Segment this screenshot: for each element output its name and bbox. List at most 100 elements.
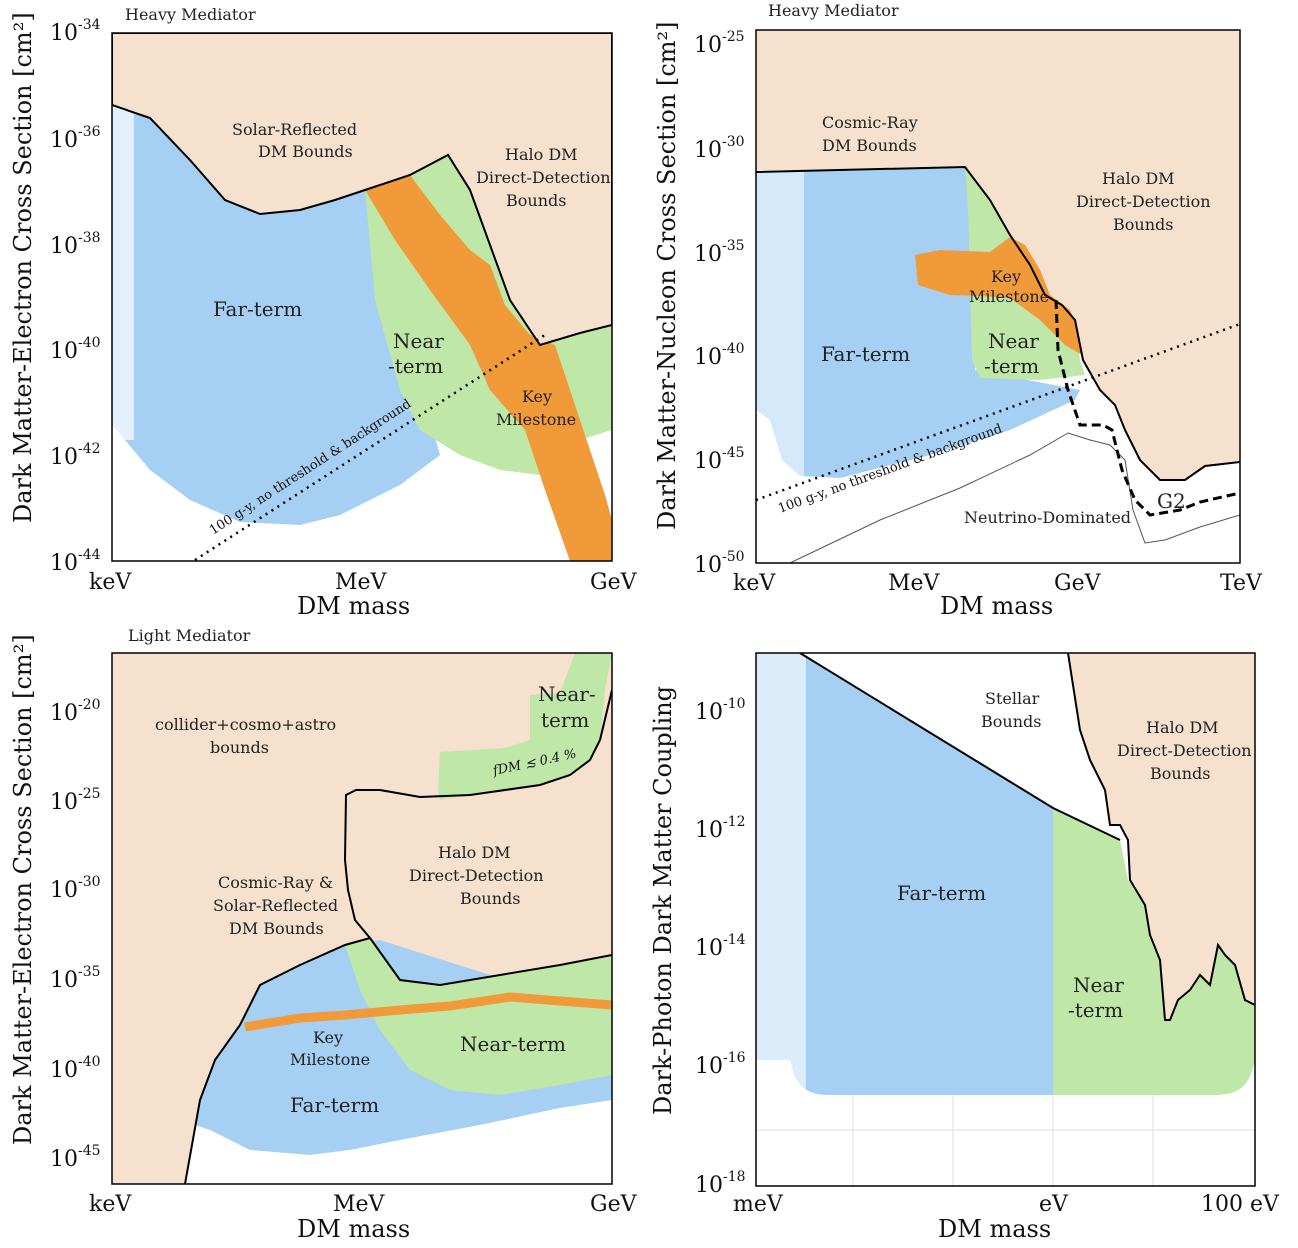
svg-text:10-40: 10-40 xyxy=(694,341,745,370)
label-far-term: Far-term xyxy=(897,881,986,905)
label-far-term: Far-term xyxy=(213,297,302,321)
panel3-title: Light Mediator xyxy=(128,626,251,645)
svg-text:GeV: GeV xyxy=(590,1192,638,1217)
label-halo-1: Halo DM xyxy=(438,843,511,862)
svg-text:10-35: 10-35 xyxy=(50,964,101,993)
label-key-2: Milestone xyxy=(290,1050,370,1069)
label-solar-2: DM Bounds xyxy=(258,142,353,161)
panel3-ylabel: Dark Matter-Electron Cross Section [cm²] xyxy=(9,634,37,1145)
panel4-ylabel: Dark-Photon Dark Matter Coupling xyxy=(649,686,677,1115)
panel2-x-ticks: keV MeV GeV TeV xyxy=(733,571,1263,596)
label-cr-1: Cosmic-Ray xyxy=(822,113,918,132)
g2-dashed-line xyxy=(1054,299,1240,517)
panel1-title: Heavy Mediator xyxy=(125,5,256,24)
svg-text:GeV: GeV xyxy=(1054,571,1102,596)
label-halo-2: Direct-Detection xyxy=(409,866,544,885)
label-halo-3: Bounds xyxy=(1150,764,1210,783)
near-term-region xyxy=(345,938,612,1095)
svg-text:100 eV: 100 eV xyxy=(1201,1192,1280,1217)
svg-text:10-40: 10-40 xyxy=(50,1054,101,1083)
stellar-halo-bound-region xyxy=(800,653,1255,1020)
label-cr-2: Solar-Reflected xyxy=(213,896,338,915)
panel-heavy-electron: Heavy Mediator Solar-Reflected DM Bounds… xyxy=(9,5,638,620)
panel2-title: Heavy Mediator xyxy=(768,1,899,20)
svg-text:10-40: 10-40 xyxy=(50,335,101,364)
label-halo-1: Halo DM xyxy=(1146,718,1219,737)
panel2-ylabel: Dark Matter-Nucleon Cross Section [cm²] xyxy=(653,22,681,531)
label-stellar-1: Stellar xyxy=(985,689,1040,708)
svg-text:10-30: 10-30 xyxy=(50,874,101,903)
svg-text:10-25: 10-25 xyxy=(50,786,101,815)
label-near-2: -term xyxy=(1068,998,1123,1022)
svg-text:10-45: 10-45 xyxy=(694,445,745,474)
svg-text:10-25: 10-25 xyxy=(694,29,745,58)
svg-text:10-18: 10-18 xyxy=(695,1169,746,1198)
svg-text:keV: keV xyxy=(733,571,776,596)
panel4-x-ticks: meV eV 100 eV xyxy=(733,1192,1280,1217)
exposure-line-100gy xyxy=(756,322,1240,502)
svg-text:10-12: 10-12 xyxy=(695,814,746,843)
label-halo-2: Direct-Detection xyxy=(1076,192,1211,211)
panel1-x-ticks: keV MeV GeV xyxy=(89,570,638,595)
far-term-fade xyxy=(112,100,134,440)
bound-edge xyxy=(756,165,1240,481)
far-term-fade xyxy=(756,653,806,1093)
svg-text:10-35: 10-35 xyxy=(694,238,745,267)
bound-edge-left xyxy=(184,937,371,1184)
label-near-2: -term xyxy=(388,354,443,378)
panel-dark-photon: Stellar Bounds Halo DM Direct-Detection … xyxy=(649,652,1280,1243)
label-halo-2: Direct-Detection xyxy=(476,168,611,187)
label-near-1: Near xyxy=(988,329,1039,353)
label-far-term: Far-term xyxy=(290,1093,379,1117)
svg-text:10-42: 10-42 xyxy=(50,441,101,470)
panel2-y-ticks: 10-25 10-30 10-35 10-40 10-45 10-50 xyxy=(694,29,745,578)
excluded-white-region xyxy=(185,1100,612,1184)
svg-text:MeV: MeV xyxy=(333,1192,386,1217)
svg-text:10-34: 10-34 xyxy=(50,17,101,46)
panel4-xlabel: DM mass xyxy=(938,1215,1051,1243)
svg-text:10-10: 10-10 xyxy=(695,696,746,725)
svg-text:10-38: 10-38 xyxy=(50,230,101,259)
label-neutrino: Neutrino-Dominated xyxy=(964,508,1131,527)
svg-text:10-14: 10-14 xyxy=(695,932,746,961)
label-col-1: collider+cosmo+astro xyxy=(155,715,336,734)
svg-text:10-36: 10-36 xyxy=(50,124,101,153)
far-term-region xyxy=(756,167,1080,478)
key-milestone-region xyxy=(915,237,1082,355)
label-halo-3: Bounds xyxy=(1113,215,1173,234)
label-halo-1: Halo DM xyxy=(1102,169,1175,188)
svg-text:GeV: GeV xyxy=(590,570,638,595)
halo-bound-outline xyxy=(343,689,612,939)
label-g2: G2 xyxy=(1157,489,1186,513)
label-key-1: Key xyxy=(313,1028,343,1047)
label-near-2: -term xyxy=(984,354,1039,378)
panel-heavy-nucleon: Heavy Mediator Cosmic-Ray DM Bounds Halo… xyxy=(653,1,1263,620)
key-milestone-band xyxy=(365,175,612,561)
label-halo-2: Direct-Detection xyxy=(1117,741,1252,760)
svg-text:10-50: 10-50 xyxy=(694,549,745,578)
far-term-fade xyxy=(756,170,804,480)
panel4-frame xyxy=(755,652,1256,1187)
label-halo-1: Halo DM xyxy=(505,145,578,164)
panel3-y-ticks: 10-20 10-25 10-30 10-35 10-40 10-45 xyxy=(50,697,101,1172)
panel4-y-ticks: 10-10 10-12 10-14 10-16 10-18 xyxy=(695,696,746,1198)
panel3-frame xyxy=(111,652,613,1185)
label-near-top-1: Near- xyxy=(538,682,596,706)
svg-text:MeV: MeV xyxy=(335,570,388,595)
label-near-top-2: term xyxy=(541,708,589,732)
label-solar-1: Solar-Reflected xyxy=(232,120,357,139)
svg-text:eV: eV xyxy=(1039,1192,1069,1217)
panel-light-electron: Light Mediator collider+cosmo+astro boun… xyxy=(9,626,638,1243)
panel1-y-ticks: 10-34 10-36 10-38 10-40 10-42 10-44 xyxy=(50,17,101,576)
far-term-region xyxy=(112,105,440,525)
panel3-xlabel: DM mass xyxy=(297,1215,410,1243)
svg-text:10-44: 10-44 xyxy=(50,547,101,576)
label-cr-1: Cosmic-Ray & xyxy=(218,873,333,892)
label-key-2: Milestone xyxy=(969,287,1049,306)
key-milestone-band xyxy=(244,992,612,1032)
label-key-1: Key xyxy=(991,267,1021,286)
panel1-ylabel: Dark Matter-Electron Cross Section [cm²] xyxy=(9,12,37,523)
label-stellar-2: Bounds xyxy=(981,712,1041,731)
svg-text:10-20: 10-20 xyxy=(50,697,101,726)
